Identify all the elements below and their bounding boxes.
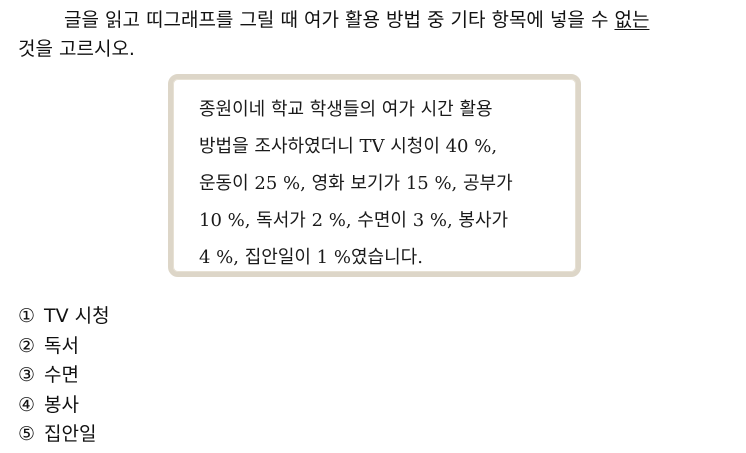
choice-1[interactable]: ① TV 시청 <box>18 302 110 332</box>
choice-label: 독서 <box>44 334 79 357</box>
choice-5[interactable]: ⑤ 집안일 <box>18 420 110 450</box>
choice-4[interactable]: ④ 봉사 <box>18 391 110 421</box>
choice-3[interactable]: ③ 수면 <box>18 361 110 391</box>
passage-text: 종원이네 학교 학생들의 여가 시간 활용 방법을 조사하였더니 TV 시청이 … <box>199 91 561 276</box>
choice-label: 집안일 <box>44 423 97 445</box>
choice-2[interactable]: ② 독서 <box>18 332 110 362</box>
passage-line: 4 %, 집안일이 1 %였습니다. <box>199 247 423 268</box>
answer-choices: ① TV 시청 ② 독서 ③ 수면 ④ 봉사 ⑤ 집안일 <box>18 302 110 450</box>
question-text: 글을 읽고 띠그래프를 그릴 때 여가 활용 방법 중 기타 항목에 넣을 수 … <box>18 6 740 64</box>
choice-number: ④ <box>18 393 36 416</box>
choice-label: 수면 <box>44 364 79 386</box>
question-text-before: 글을 읽고 띠그래프를 그릴 때 여가 활용 방법 중 기타 항목에 넣을 수 <box>64 9 615 31</box>
choice-label: TV 시청 <box>44 305 110 327</box>
passage-line: 10 %, 독서가 2 %, 수면이 3 %, 봉사가 <box>199 210 509 231</box>
choice-number: ② <box>18 334 36 357</box>
choice-number: ① <box>18 305 36 327</box>
choice-number: ⑤ <box>18 423 36 445</box>
passage-line: 방법을 조사하였더니 TV 시청이 40 %, <box>199 136 498 157</box>
passage-box: 종원이네 학교 학생들의 여가 시간 활용 방법을 조사하였더니 TV 시청이 … <box>168 74 581 277</box>
question-text-after: 것을 고르시오. <box>18 38 135 60</box>
question-underlined-word: 없는 <box>614 9 650 31</box>
choice-label: 봉사 <box>44 393 79 416</box>
choice-number: ③ <box>18 364 36 386</box>
passage-line: 종원이네 학교 학생들의 여가 시간 활용 <box>199 99 493 120</box>
passage-line: 운동이 25 %, 영화 보기가 15 %, 공부가 <box>199 173 513 194</box>
